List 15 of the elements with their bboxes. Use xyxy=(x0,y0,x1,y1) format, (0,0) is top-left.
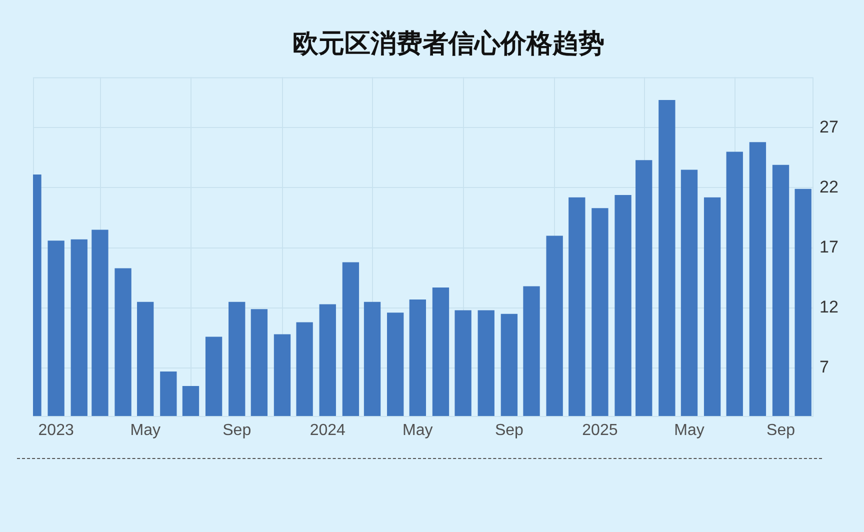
x-tick-label: May xyxy=(674,422,704,440)
x-tick-label: May xyxy=(402,422,433,440)
x-tick-label: Sep xyxy=(766,422,796,440)
y-tick-label: 22 xyxy=(820,177,838,196)
x-tick-label: Sep xyxy=(222,422,252,440)
chart-title: 欧元区消费者信心价格趋势 xyxy=(292,28,604,58)
y-tick-label: 17 xyxy=(820,237,838,256)
x-tick-label: Sep xyxy=(494,422,524,440)
y-tick-label: 7 xyxy=(820,358,829,377)
x-tick-label: May xyxy=(130,422,160,440)
x-tick-label: 2024 xyxy=(310,422,346,440)
y-tick-label: 27 xyxy=(820,117,838,136)
x-tick-label: 2025 xyxy=(582,422,618,440)
y-tick-label: 12 xyxy=(820,298,838,317)
x-tick-label: 2023 xyxy=(38,422,74,440)
